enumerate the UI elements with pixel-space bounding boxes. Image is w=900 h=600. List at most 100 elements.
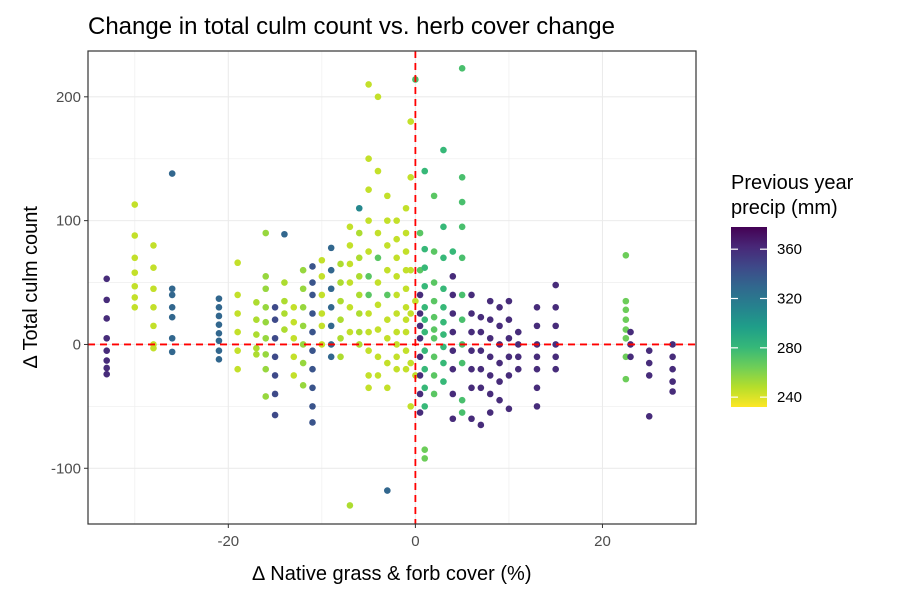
data-point [234, 365, 241, 373]
data-point [215, 304, 223, 311]
data-points [103, 65, 676, 509]
data-point [533, 304, 541, 311]
data-point [374, 326, 382, 333]
y-axis-title: ∆ Total culm count [20, 206, 42, 368]
data-point [262, 304, 270, 311]
data-point [669, 341, 676, 348]
data-point [327, 353, 335, 361]
data-point [430, 192, 438, 200]
data-point [290, 372, 298, 379]
reference-lines [88, 51, 696, 524]
data-point [402, 229, 410, 237]
data-point [430, 279, 438, 286]
data-point [271, 353, 279, 361]
data-point [281, 310, 288, 317]
data-point [281, 297, 288, 305]
data-point [215, 321, 223, 328]
data-point [416, 322, 424, 330]
data-point [440, 304, 447, 311]
data-point [150, 264, 157, 271]
data-point [407, 310, 415, 317]
data-point [327, 322, 335, 330]
data-point [309, 279, 316, 286]
data-point [407, 359, 415, 367]
data-point [393, 341, 400, 348]
data-point [458, 359, 466, 367]
data-point [374, 372, 382, 379]
data-point [346, 279, 354, 286]
data-point [645, 372, 653, 379]
data-point [290, 318, 298, 326]
data-point [402, 266, 410, 274]
data-point [103, 315, 111, 322]
data-point [103, 370, 111, 378]
data-point [309, 419, 316, 426]
data-point [477, 421, 485, 429]
data-point [458, 223, 466, 231]
data-point [514, 365, 522, 373]
data-point [477, 328, 485, 336]
data-point [552, 341, 559, 348]
data-point [645, 347, 653, 354]
data-point [168, 304, 176, 311]
data-point [430, 390, 438, 398]
data-point [365, 372, 372, 379]
data-point [281, 279, 288, 286]
data-point [505, 405, 513, 413]
panel-background [88, 51, 696, 524]
data-point [407, 173, 415, 181]
data-point [327, 244, 335, 252]
data-point [262, 365, 270, 373]
data-point [421, 245, 429, 253]
data-point [402, 365, 410, 373]
data-point [622, 375, 630, 383]
data-point [477, 365, 485, 373]
data-point [622, 252, 630, 259]
data-point [346, 502, 354, 509]
data-point [486, 409, 494, 416]
data-point [309, 310, 316, 317]
data-point [669, 388, 676, 395]
x-tick-label: -20 [217, 533, 239, 550]
data-point [384, 291, 391, 299]
data-point [416, 334, 424, 342]
data-point [496, 322, 503, 330]
data-point [477, 384, 485, 392]
data-point [318, 322, 326, 330]
data-point [215, 347, 223, 354]
data-point [271, 304, 279, 311]
data-point [627, 353, 634, 361]
data-point [622, 297, 630, 305]
data-point [103, 347, 111, 354]
y-tick-label: 100 [56, 213, 81, 230]
data-point [215, 330, 223, 337]
data-point [458, 254, 466, 262]
data-point [552, 304, 559, 311]
legend-tick-label: 320 [777, 291, 802, 308]
data-point [131, 282, 139, 290]
data-point [430, 313, 438, 321]
data-point [365, 155, 372, 163]
data-point [355, 273, 363, 280]
data-point [253, 299, 260, 306]
data-point [486, 390, 494, 398]
data-point [440, 146, 447, 154]
data-point [262, 351, 270, 358]
data-point [477, 347, 485, 354]
data-point [393, 328, 400, 336]
data-point [150, 242, 157, 249]
data-point [299, 285, 307, 293]
data-point [402, 204, 410, 212]
data-point [669, 353, 676, 361]
data-point [355, 341, 363, 348]
data-point [440, 378, 447, 385]
data-point [486, 334, 494, 342]
data-point [416, 372, 424, 379]
data-point [627, 328, 634, 336]
data-point [421, 455, 429, 462]
data-point [103, 334, 111, 342]
y-tick-label: 200 [56, 89, 81, 106]
data-point [486, 372, 494, 379]
data-point [622, 353, 630, 361]
